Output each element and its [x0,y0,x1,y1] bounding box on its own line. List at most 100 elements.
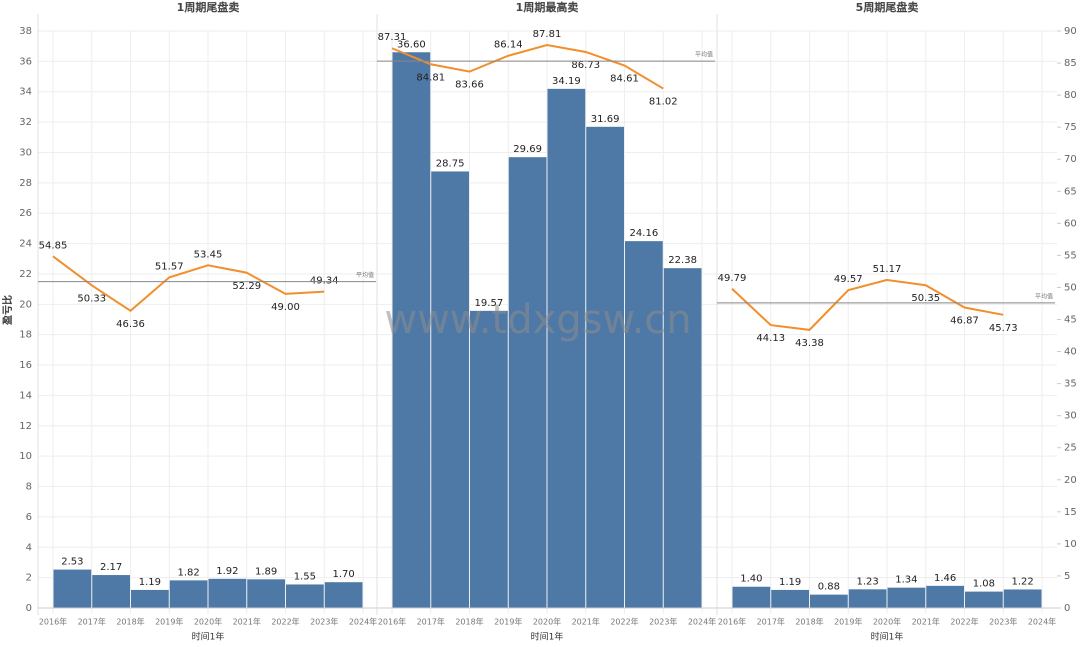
y2-tick-label: 5 [1064,571,1070,582]
panel-title: 1周期最高卖 [516,0,579,14]
bar [926,585,964,608]
y-tick-label: 38 [19,26,32,37]
line-value-label: 50.35 [911,293,940,304]
line [391,44,664,90]
bar [392,52,431,609]
y-tick-label: 6 [26,512,32,523]
y2-tick-label: 80 [1064,90,1077,101]
line-value-label: 84.81 [416,72,445,83]
line-value-label: 46.36 [116,319,145,330]
bar [663,268,702,608]
bar [547,88,586,608]
line-value-label: 49.00 [271,302,300,313]
y-tick-label: 36 [19,56,32,67]
bar [508,157,547,608]
bar [169,580,208,608]
bar-value-label: 1.89 [255,566,277,577]
y-tick-label: 20 [19,299,32,310]
x-tick-label: 2022年 [610,617,638,627]
y2-tick-label: 40 [1064,347,1077,358]
line [52,255,325,313]
y-tick-label: 0 [26,603,32,614]
bar-value-label: 31.69 [591,114,620,125]
bar [208,578,247,608]
bar [848,589,887,608]
line-value-label: 45.73 [989,323,1018,334]
bar-value-label: 1.46 [934,573,956,584]
bar-value-label: 0.88 [818,582,840,593]
bar [53,569,92,608]
y-tick-label: 16 [19,360,32,371]
bar [887,587,926,608]
line-value-label: 86.14 [494,40,523,51]
y-tick-label: 2 [26,573,32,584]
y-tick-label: 4 [26,542,32,553]
bar [771,589,809,608]
line-value-label: 86.73 [571,60,600,71]
x-tick-label: 2024年 [1028,617,1056,627]
y-tick-label: 28 [19,178,32,189]
x-tick-label: 2024年 [688,617,716,627]
bar-value-label: 1.23 [856,576,878,587]
x-tick-label: 2019年 [834,617,862,627]
x-tick-label: 2021年 [572,617,600,627]
y2-tick-label: 50 [1064,282,1077,293]
bar-value-label: 2.17 [100,562,122,573]
y2-tick-label: 75 [1064,122,1077,133]
bar [586,126,624,608]
bar [286,584,324,608]
x-tick-label: 2021年 [233,617,261,627]
y2-tick-label: 10 [1064,539,1077,550]
bar-value-label: 1.55 [294,571,316,582]
bar-value-label: 29.69 [513,144,542,155]
y2-tick-label: 90 [1064,26,1077,37]
x-tick-label: 2016年 [378,617,406,627]
bar-value-label: 36.60 [397,39,426,50]
panel-title: 5周期尾盘卖 [856,0,919,14]
x-tick-label: 2016年 [39,617,67,627]
x-tick-label: 2022年 [271,617,299,627]
x-tick-label: 2017年 [78,617,106,627]
bar [1003,589,1042,608]
y-tick-label: 18 [19,330,32,341]
y2-tick-label: 70 [1064,154,1077,165]
bar-value-label: 1.70 [332,569,354,580]
x-axis-title: 时间1年 [871,631,904,643]
bar-value-label: 28.75 [436,158,465,169]
y-tick-label: 34 [19,87,32,98]
y2-tick-label: 65 [1064,186,1077,197]
x-tick-label: 2019年 [155,617,183,627]
bar [470,310,508,608]
bar-value-label: 1.08 [973,579,995,590]
x-tick-label: 2017年 [417,617,445,627]
x-tick-label: 2023年 [649,617,677,627]
bar-value-label: 1.92 [216,566,238,577]
bar-value-label: 1.19 [139,577,161,588]
y-axis-title: 盈亏比 [1,295,14,326]
bar-value-label: 1.40 [740,574,762,585]
y2-tick-label: 55 [1064,250,1077,261]
x-axis-title: 时间1年 [531,631,564,643]
line-value-label: 81.02 [649,97,678,108]
bar-value-label: 1.19 [779,577,801,588]
bar [732,586,771,608]
x-tick-label: 2017年 [757,617,785,627]
y2-tick-label: 15 [1064,507,1077,518]
x-tick-label: 2022年 [950,617,978,627]
y2-tick-label: 85 [1064,58,1077,69]
y2-tick-label: 0 [1064,603,1070,614]
line-value-label: 87.31 [378,32,407,43]
bar [131,589,169,608]
x-tick-label: 2023年 [310,617,338,627]
line-value-label: 87.81 [533,29,562,40]
line [731,278,1004,331]
y-tick-label: 8 [26,482,32,493]
x-tick-label: 2018年 [455,617,483,627]
y-tick-label: 12 [19,421,32,432]
y-tick-label: 32 [19,117,32,128]
y-tick-label: 26 [19,208,32,219]
y2-tick-label: 45 [1064,315,1077,326]
bar-value-label: 34.19 [552,76,581,87]
